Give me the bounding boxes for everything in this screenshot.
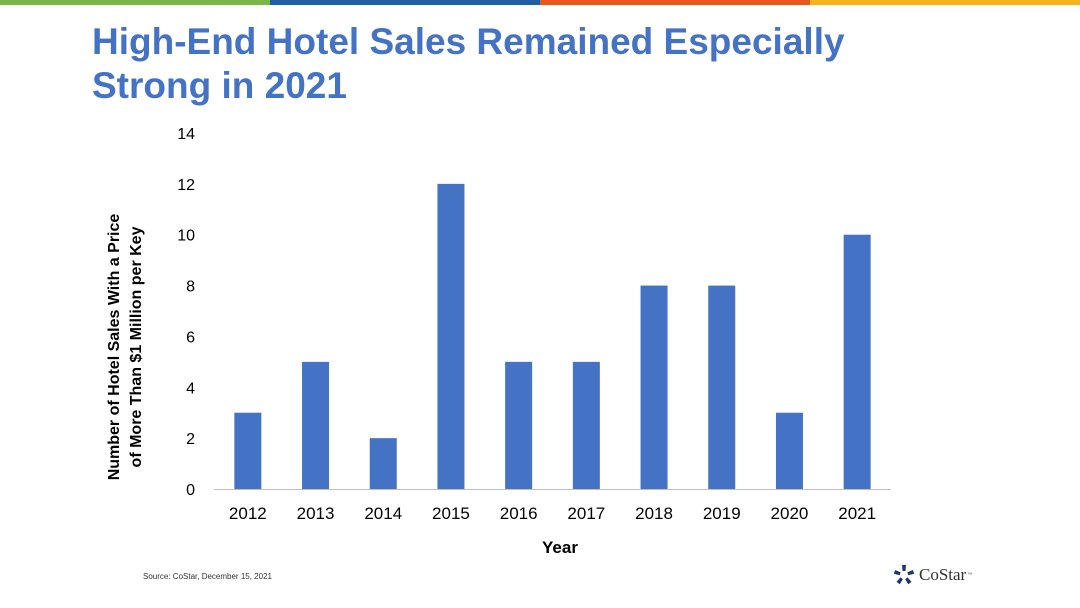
x-tick-label: 2017 <box>567 504 605 523</box>
x-tick-label: 2013 <box>297 504 335 523</box>
y-tick-label: 8 <box>186 279 195 296</box>
x-tick-label: 2016 <box>500 504 538 523</box>
top-color-bar <box>0 0 1080 5</box>
y-axis-title-line-2: of More Than $1 Million per Key <box>128 226 145 467</box>
x-tick-label: 2020 <box>771 504 809 523</box>
bar-2012 <box>234 412 262 489</box>
slide-title-line-1: High-End Hotel Sales Remained Especially <box>92 21 845 62</box>
y-tick-label: 6 <box>186 329 195 346</box>
x-tick-label: 2015 <box>432 504 470 523</box>
x-tick-label: 2021 <box>838 504 876 523</box>
bar-2013 <box>302 361 330 489</box>
y-tick-label: 2 <box>186 431 195 448</box>
x-tick-label: 2018 <box>635 504 673 523</box>
top-bar-segment-blue <box>270 0 540 5</box>
slide-title-line-2: Strong in 2021 <box>92 65 347 106</box>
bar-2018 <box>640 285 668 489</box>
bar-2014 <box>369 438 397 489</box>
top-bar-segment-orange <box>540 0 810 5</box>
x-axis-title: Year <box>542 538 578 557</box>
y-tick-label: 14 <box>177 126 195 143</box>
logo-wordmark: CoStar <box>919 565 967 584</box>
bar-2020 <box>775 412 803 489</box>
y-tick-label: 4 <box>186 380 195 397</box>
bar-2021 <box>843 234 871 489</box>
bar-2019 <box>708 285 736 489</box>
bar-2015 <box>437 183 465 489</box>
costar-logo: CoStar ™ <box>893 564 972 586</box>
slide-title: High-End Hotel Sales Remained Especially… <box>92 20 992 108</box>
x-tick-label: 2019 <box>703 504 741 523</box>
logo-trademark: ™ <box>967 572 973 578</box>
y-tick-label: 10 <box>177 228 195 245</box>
y-tick-labels: 0 2 4 6 8 10 12 14 <box>177 126 195 499</box>
top-bar-segment-yellow <box>810 0 1080 5</box>
bar-2017 <box>572 361 600 489</box>
bars <box>234 183 871 489</box>
y-tick-label: 12 <box>177 177 195 194</box>
top-bar-segment-green <box>0 0 270 5</box>
x-tick-label: 2012 <box>229 504 267 523</box>
costar-star-icon <box>893 565 915 585</box>
y-axis-title-line-1: Number of Hotel Sales With a Price <box>106 214 123 481</box>
x-tick-label: 2014 <box>364 504 402 523</box>
bar-2016 <box>505 361 533 489</box>
y-tick-label: 0 <box>186 482 195 499</box>
source-note: Source: CoStar, December 15, 2021 <box>143 572 272 581</box>
x-tick-labels: 2012 2013 2014 2015 2016 2017 2018 2019 2020 2021 <box>229 504 876 523</box>
